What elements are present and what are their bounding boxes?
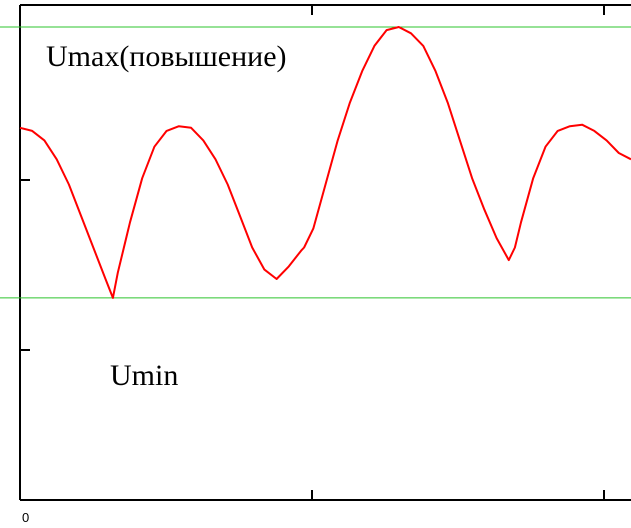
annotation-umax: Umax(повышение) bbox=[46, 40, 287, 73]
series-line bbox=[19, 26, 631, 299]
axes bbox=[19, 4, 631, 501]
series-layer bbox=[19, 26, 631, 299]
reference-lines bbox=[0, 26, 631, 299]
annotation-umin: Umin bbox=[110, 359, 178, 392]
x-tick-label: 0 bbox=[22, 510, 29, 525]
